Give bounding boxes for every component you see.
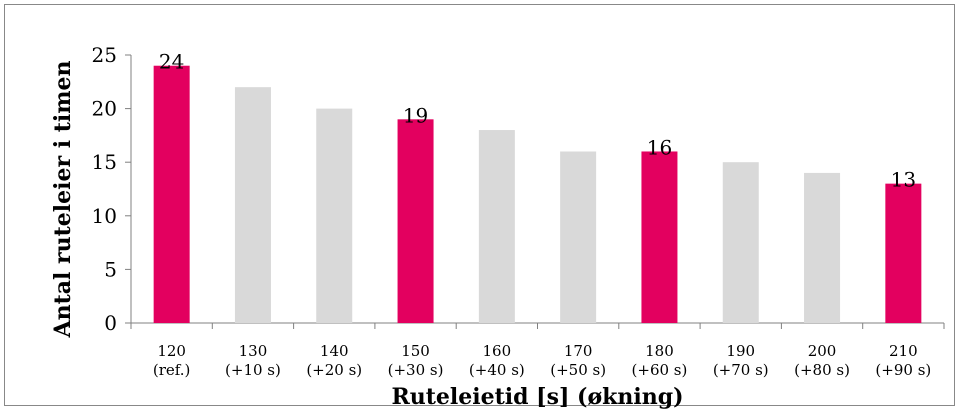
x-tick-label: 210: [889, 342, 918, 360]
y-tick-label: 15: [92, 150, 117, 174]
bar: [560, 151, 597, 323]
x-tick-sublabel: (+50 s): [550, 361, 606, 379]
x-tick-label: 170: [564, 342, 593, 360]
bars: [153, 65, 922, 323]
y-tick-label: 20: [92, 97, 117, 121]
y-tick-label: 5: [104, 257, 117, 281]
data-label: 16: [647, 135, 672, 159]
y-axis-label: Antal ruteleier i timen: [50, 60, 76, 338]
y-tick-label: 10: [92, 204, 117, 228]
bar: [234, 87, 271, 323]
x-tick-sublabel: (+90 s): [875, 361, 931, 379]
bar: [641, 151, 678, 323]
bar: [478, 130, 515, 323]
data-labels: 24 19 16 13: [159, 50, 916, 192]
x-axis-label: Ruteleietid [s] (økning): [391, 384, 683, 410]
x-tick-label: 140: [320, 342, 349, 360]
x-tick-label: 120: [157, 342, 186, 360]
x-tick-sublabel: (+40 s): [469, 361, 525, 379]
data-label: 24: [159, 50, 184, 74]
x-tick-sublabel: (+30 s): [388, 361, 444, 379]
x-tick-label: 150: [401, 342, 430, 360]
data-label: 19: [403, 103, 428, 127]
y-axis-ticks: 0 5 10 15 20 25: [92, 43, 131, 335]
bar: [153, 65, 190, 323]
data-label: 13: [891, 168, 916, 192]
bar: [885, 183, 922, 323]
bar: [804, 172, 841, 323]
x-tick-label: 200: [808, 342, 837, 360]
x-tick-sublabel: (ref.): [153, 361, 191, 379]
y-tick-label: 0: [104, 311, 117, 335]
x-tick-label: 180: [645, 342, 674, 360]
bar: [397, 119, 434, 323]
x-axis-ticks: 120(ref.) 130(+10 s) 140(+20 s) 150(+30 s) 1…: [130, 323, 945, 379]
x-tick-sublabel: (+60 s): [632, 361, 688, 379]
x-tick-label: 190: [726, 342, 755, 360]
x-tick-label: 160: [483, 342, 512, 360]
x-tick-sublabel: (+80 s): [794, 361, 850, 379]
x-tick-label: 130: [239, 342, 268, 360]
y-tick-label: 25: [92, 43, 117, 67]
x-tick-sublabel: (+20 s): [306, 361, 362, 379]
bar: [722, 162, 759, 323]
bar: [316, 108, 353, 323]
x-tick-sublabel: (+10 s): [225, 361, 281, 379]
x-tick-sublabel: (+70 s): [713, 361, 769, 379]
